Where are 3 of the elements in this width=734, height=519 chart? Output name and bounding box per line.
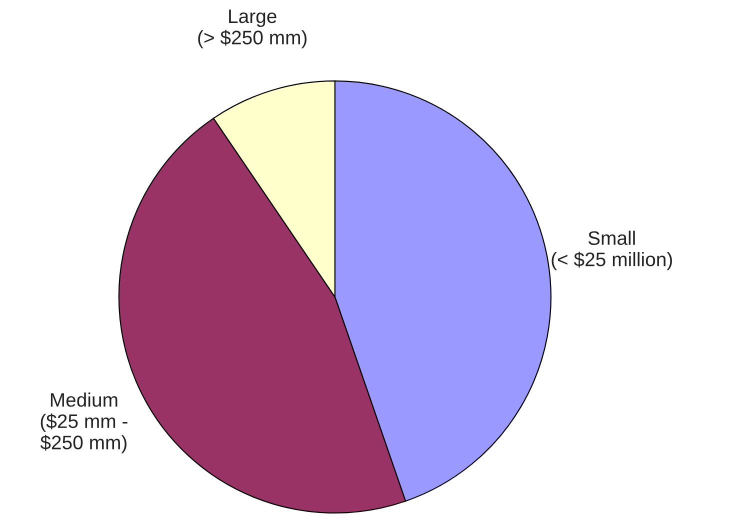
slice-label: Small (< $25 million) [552, 230, 672, 270]
slice-label: Medium ($25 mm - $250 mm) [40, 392, 128, 454]
slice-label: Large (> $250 mm) [198, 10, 307, 48]
